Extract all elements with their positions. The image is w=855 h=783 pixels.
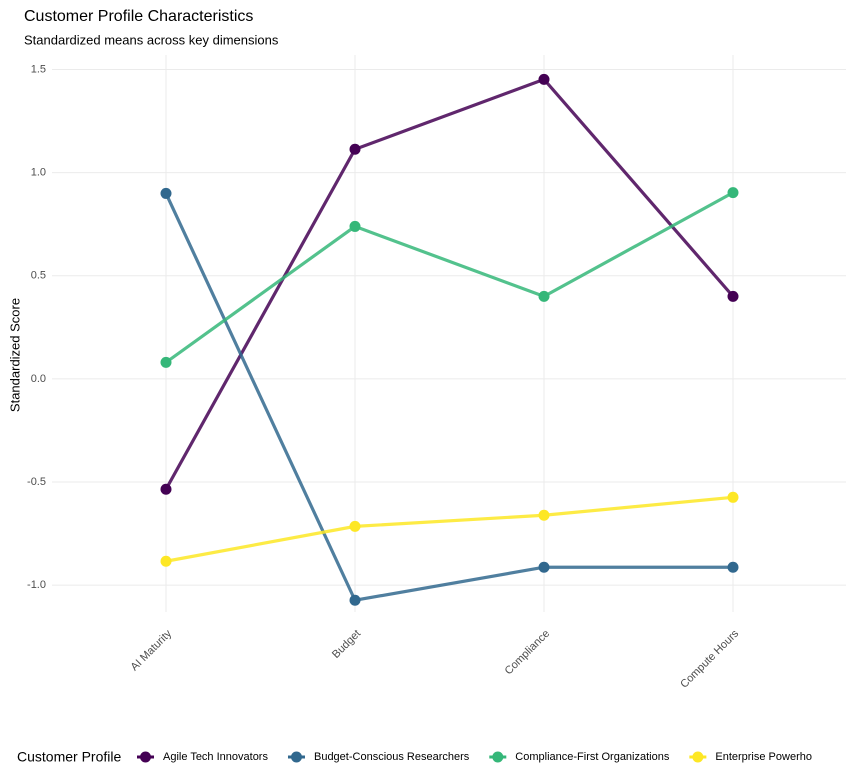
data-point [160, 483, 172, 495]
series-line [164, 192, 733, 603]
y-tick-label: -0.5 [27, 476, 46, 488]
x-tick-label: Compliance [503, 628, 553, 678]
legend-marker [140, 751, 151, 763]
legend-label: Budget-Conscious Researchers [314, 751, 470, 763]
data-point [727, 187, 739, 199]
series-line [165, 495, 734, 563]
data-point [160, 187, 172, 199]
data-point [349, 520, 361, 532]
data-point [349, 594, 361, 606]
data-point [727, 491, 739, 503]
legend-title: Customer Profile [17, 749, 121, 765]
legend-label: Agile Tech Innovators [163, 751, 268, 763]
series-line [164, 77, 735, 491]
data-point [727, 290, 739, 302]
legend-marker [492, 751, 504, 763]
x-tick-label: AI Maturity [129, 627, 175, 673]
data-point [349, 220, 361, 232]
chart-title: Customer Profile Characteristics [24, 8, 253, 25]
data-point [160, 356, 172, 368]
data-point [727, 561, 739, 573]
legend-label: Enterprise Powerho [715, 751, 812, 763]
chart-subtitle: Standardized means across key dimensions [24, 32, 279, 47]
data-point [349, 143, 361, 155]
legend-marker [290, 751, 302, 763]
y-tick-label: -1.0 [27, 579, 46, 591]
y-axis-label: Standardized Score [7, 298, 22, 412]
x-tick-label: Budget [330, 628, 363, 661]
legend-label: Compliance-First Organizations [515, 751, 670, 763]
data-point [538, 561, 550, 573]
series-line [165, 191, 734, 364]
data-point [160, 555, 172, 567]
data-point [538, 73, 550, 85]
x-tick-label: Compute Hours [678, 627, 741, 690]
data-point [538, 509, 550, 521]
y-tick-label: 1.0 [31, 166, 46, 178]
y-tick-label: 0.5 [31, 270, 46, 282]
data-point [538, 290, 550, 302]
y-tick-label: 0.0 [31, 373, 46, 385]
y-tick-label: 1.5 [31, 63, 46, 75]
legend-marker [692, 751, 704, 763]
